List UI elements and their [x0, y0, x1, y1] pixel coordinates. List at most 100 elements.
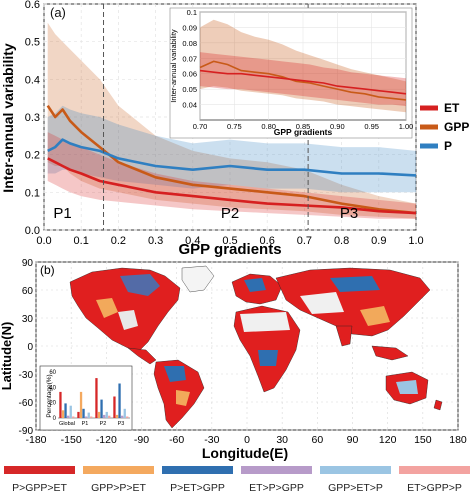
inset-y-tick: 0.04 — [182, 101, 197, 110]
x-tick-label: 0.7 — [297, 235, 312, 247]
legend-color-bar — [241, 466, 312, 474]
panel-b-map: -180 -150 -120 -90 -60 -30 0 30 60 90 120 150 180 90… — [0, 258, 467, 461]
bar — [97, 411, 101, 418]
legend-item-label: P>GPP>ET — [12, 482, 67, 494]
x-tick-label: 0.2 — [111, 235, 126, 247]
legend-color-bar — [162, 466, 233, 474]
map-y-tick: -60 — [19, 398, 34, 409]
map-x-tick: 150 — [414, 434, 432, 446]
legend-item-label: ET>P>GPP — [249, 482, 304, 494]
band-et — [47, 132, 416, 219]
bar — [108, 415, 111, 418]
map-x-tick: 120 — [379, 434, 397, 446]
bar-inset-frame — [39, 365, 133, 431]
x-tick-label: 0.5 — [222, 235, 237, 247]
bar — [95, 378, 98, 418]
map-x-tick: -60 — [169, 434, 184, 446]
bar — [121, 415, 124, 418]
bar — [61, 410, 65, 418]
panel-b-label: (b) — [40, 263, 55, 277]
y-tick-label: 0.4 — [25, 74, 40, 86]
inset-y-tick: 0.1 — [187, 8, 197, 17]
legend-item-label: GPP>P>ET — [91, 482, 146, 494]
map-x-tick: 180 — [449, 434, 467, 446]
inset-band-gpp — [200, 19, 406, 113]
inset-x-tick: 0.70 — [193, 122, 208, 131]
x-tick-label: 0.4 — [185, 235, 200, 247]
inset-x-tick: 0.95 — [364, 122, 379, 131]
legend-color-bar — [399, 466, 470, 474]
legend-label-et: ET — [444, 101, 460, 115]
map-y-tick: 90 — [22, 258, 34, 269]
panel-a-ylabel: Inter-annual variability — [0, 43, 16, 193]
bar — [82, 408, 85, 418]
bar — [100, 399, 103, 418]
bar — [69, 405, 72, 418]
x-tick-label: 0.1 — [74, 235, 89, 247]
inset-y-tick: 0.09 — [182, 23, 197, 32]
map-x-tick: 0 — [244, 434, 250, 446]
inset-x-tick: 0.90 — [330, 122, 345, 131]
legend-item-label: ET>GPP>P — [407, 482, 462, 494]
bar-x-tick: P1 — [82, 421, 89, 427]
x-tick-label: 0.0 — [36, 235, 51, 247]
map-y-tick: 30 — [22, 314, 34, 325]
panel-a-label: (a) — [50, 5, 66, 20]
region-label: P3 — [340, 205, 358, 222]
legend-color-bar — [4, 466, 75, 474]
bar — [90, 416, 93, 418]
map-x-tick: -30 — [204, 434, 219, 446]
bar-y-tick: 40 — [49, 385, 56, 391]
panel-a-xlabel: GPP gradients — [178, 241, 281, 258]
x-tick-label: 1.0 — [408, 235, 423, 247]
bar — [59, 391, 62, 418]
map-y-tick: -30 — [19, 370, 34, 381]
inset-x-tick: 0.75 — [227, 122, 242, 131]
y-tick-label: 0.6 — [25, 0, 40, 11]
y-tick-label: 0.3 — [25, 112, 40, 124]
legend-color-bar — [83, 466, 154, 474]
y-tick-label: 0.5 — [25, 37, 40, 49]
legend-color-bar — [320, 466, 391, 474]
bar — [118, 383, 121, 418]
map-ylabel: Latitude(N) — [0, 322, 14, 391]
map-x-tick: 30 — [276, 434, 288, 446]
map-x-tick: -150 — [61, 434, 82, 446]
map-xlabel: Longitude(E) — [202, 445, 288, 461]
bar — [105, 411, 108, 418]
map-y-tick: -90 — [19, 426, 34, 437]
y-tick-label: 0.2 — [25, 150, 40, 162]
inset-x-tick: 0.85 — [296, 122, 311, 131]
legend-item-label: GPP>ET>P — [328, 482, 383, 494]
x-tick-label: 0.9 — [371, 235, 386, 247]
bar — [113, 396, 116, 418]
inset-y-tick: 0.08 — [182, 39, 197, 48]
map-x-tick: -120 — [96, 434, 117, 446]
x-tick-label: 0.3 — [148, 235, 163, 247]
map-y-tick: 60 — [22, 286, 34, 297]
bar — [72, 416, 75, 418]
bar — [87, 412, 90, 418]
region-label: P2 — [221, 205, 239, 222]
bar — [77, 411, 80, 418]
world-land-masses — [69, 265, 443, 429]
inset-x-tick: 1.00 — [399, 122, 414, 131]
series-line-et — [47, 157, 417, 215]
inset-y-tick: 0.05 — [182, 85, 197, 94]
bar — [126, 416, 129, 418]
inset-y-tick: 0.07 — [182, 54, 197, 63]
x-tick-label: 0.6 — [260, 235, 275, 247]
bar-inset-ylabel: Percentage(%) — [46, 374, 53, 417]
map-y-tick: 0 — [27, 342, 33, 353]
region-label: P1 — [53, 205, 71, 222]
bar — [103, 414, 106, 418]
bar-y-tick: 20 — [49, 401, 56, 407]
bar — [67, 415, 70, 418]
inset-x-tick: 0.80 — [261, 122, 276, 131]
bar-y-tick: 0 — [53, 416, 57, 422]
legend-label-gpp: GPP — [444, 120, 469, 134]
map-x-tick: -90 — [134, 434, 149, 446]
inset-chart: 0.70 0.75 0.80 0.85 0.90 0.95 1.00 0.04 0.05 0.0… — [169, 7, 414, 139]
bar — [115, 414, 119, 418]
